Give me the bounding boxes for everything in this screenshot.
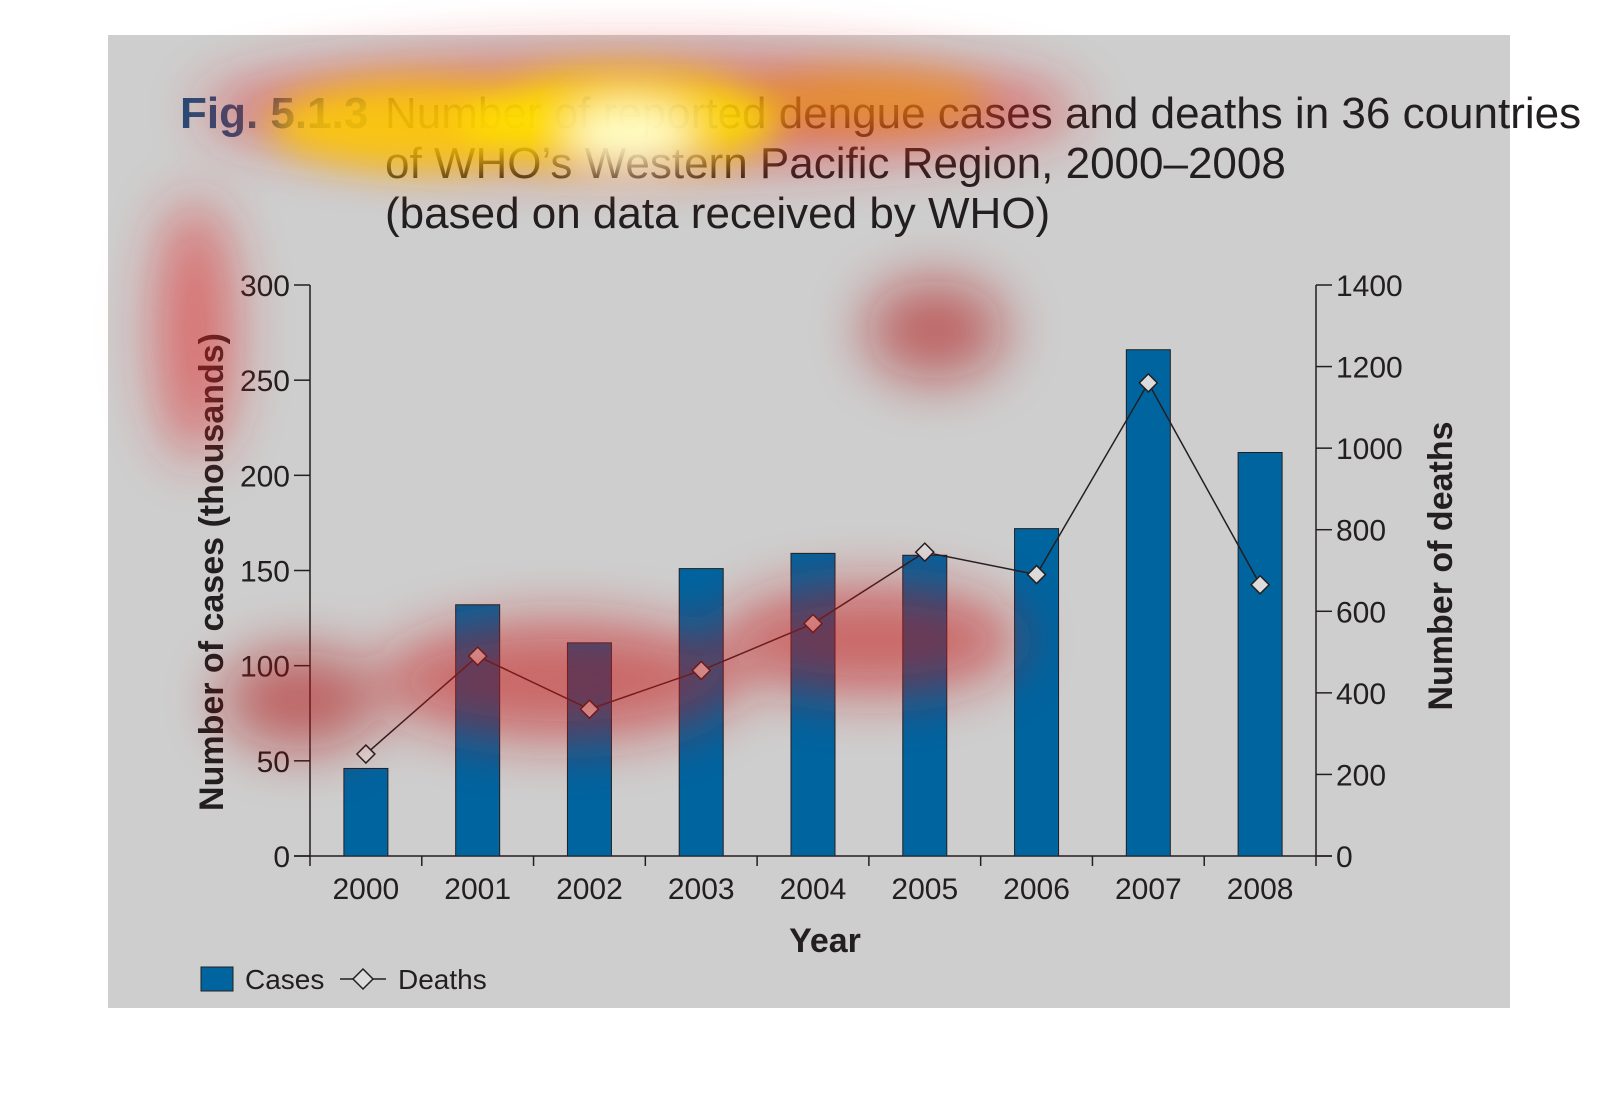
y-tick-label: 0 — [273, 841, 290, 874]
bar-cases — [455, 604, 501, 857]
x-axis-title: Year — [789, 922, 861, 960]
deaths-marker — [914, 542, 935, 563]
x-tick-label: 2007 — [1115, 873, 1182, 906]
legend: Cases Deaths — [200, 964, 487, 995]
y-tick-label: 200 — [240, 460, 290, 493]
bar-cases — [678, 568, 724, 857]
y2-axis-title: Number of deaths — [1422, 421, 1460, 710]
x-tick-label: 2003 — [668, 873, 735, 906]
title-line-3: (based on data received by WHO) — [385, 189, 1050, 238]
x-tick-label: 2001 — [444, 873, 511, 906]
x-tick-label: 2005 — [891, 873, 958, 906]
figure-number: Fig. 5.1.3 — [180, 89, 368, 138]
y-tick-label: 150 — [240, 556, 290, 589]
legend-cases-label: Cases — [245, 964, 324, 995]
legend-deaths-marker — [351, 967, 375, 991]
title-line-2: of WHO’s Western Pacific Region, 2000–20… — [385, 139, 1286, 188]
bar-cases — [343, 767, 389, 857]
y2-tick-label: 200 — [1336, 759, 1386, 792]
deaths-marker — [1250, 574, 1271, 595]
bar-cases — [902, 554, 948, 857]
y-tick-label: 300 — [240, 270, 290, 303]
y-axis-title: Number of cases (thousands) — [193, 333, 231, 811]
y2-tick-label: 600 — [1336, 596, 1386, 629]
bar-cases — [1237, 451, 1283, 857]
y2-tick-label: 1200 — [1336, 352, 1403, 385]
figure-title: Fig. 5.1.3 Number of reported dengue cas… — [180, 89, 1581, 238]
x-tick-label: 2002 — [556, 873, 623, 906]
y2-tick-label: 400 — [1336, 678, 1386, 711]
y-tick-label: 250 — [240, 365, 290, 398]
bar-cases — [1125, 349, 1171, 857]
x-tick-label: 2006 — [1003, 873, 1070, 906]
deaths-marker — [1138, 372, 1159, 393]
legend-deaths-label: Deaths — [398, 964, 487, 995]
y2-tick-label: 0 — [1336, 841, 1353, 874]
y-tick-label: 50 — [257, 746, 290, 779]
x-tick-label: 2008 — [1227, 873, 1294, 906]
x-tick-label: 2000 — [333, 873, 400, 906]
y2-tick-label: 800 — [1336, 515, 1386, 548]
bar-cases — [566, 642, 612, 857]
legend-cases-swatch — [200, 966, 234, 992]
deaths-marker — [1026, 564, 1047, 585]
y-tick-label: 100 — [240, 651, 290, 684]
y2-tick-label: 1400 — [1336, 270, 1403, 303]
title-line-1: Number of reported dengue cases and deat… — [385, 89, 1581, 138]
x-tick-label: 2004 — [780, 873, 847, 906]
plot-area: 0 50 100 150 200 250 300 0 200 400 600 800 1000 1200 1… — [240, 270, 1403, 906]
bar-cases — [790, 552, 836, 857]
y2-tick-label: 1000 — [1336, 433, 1403, 466]
